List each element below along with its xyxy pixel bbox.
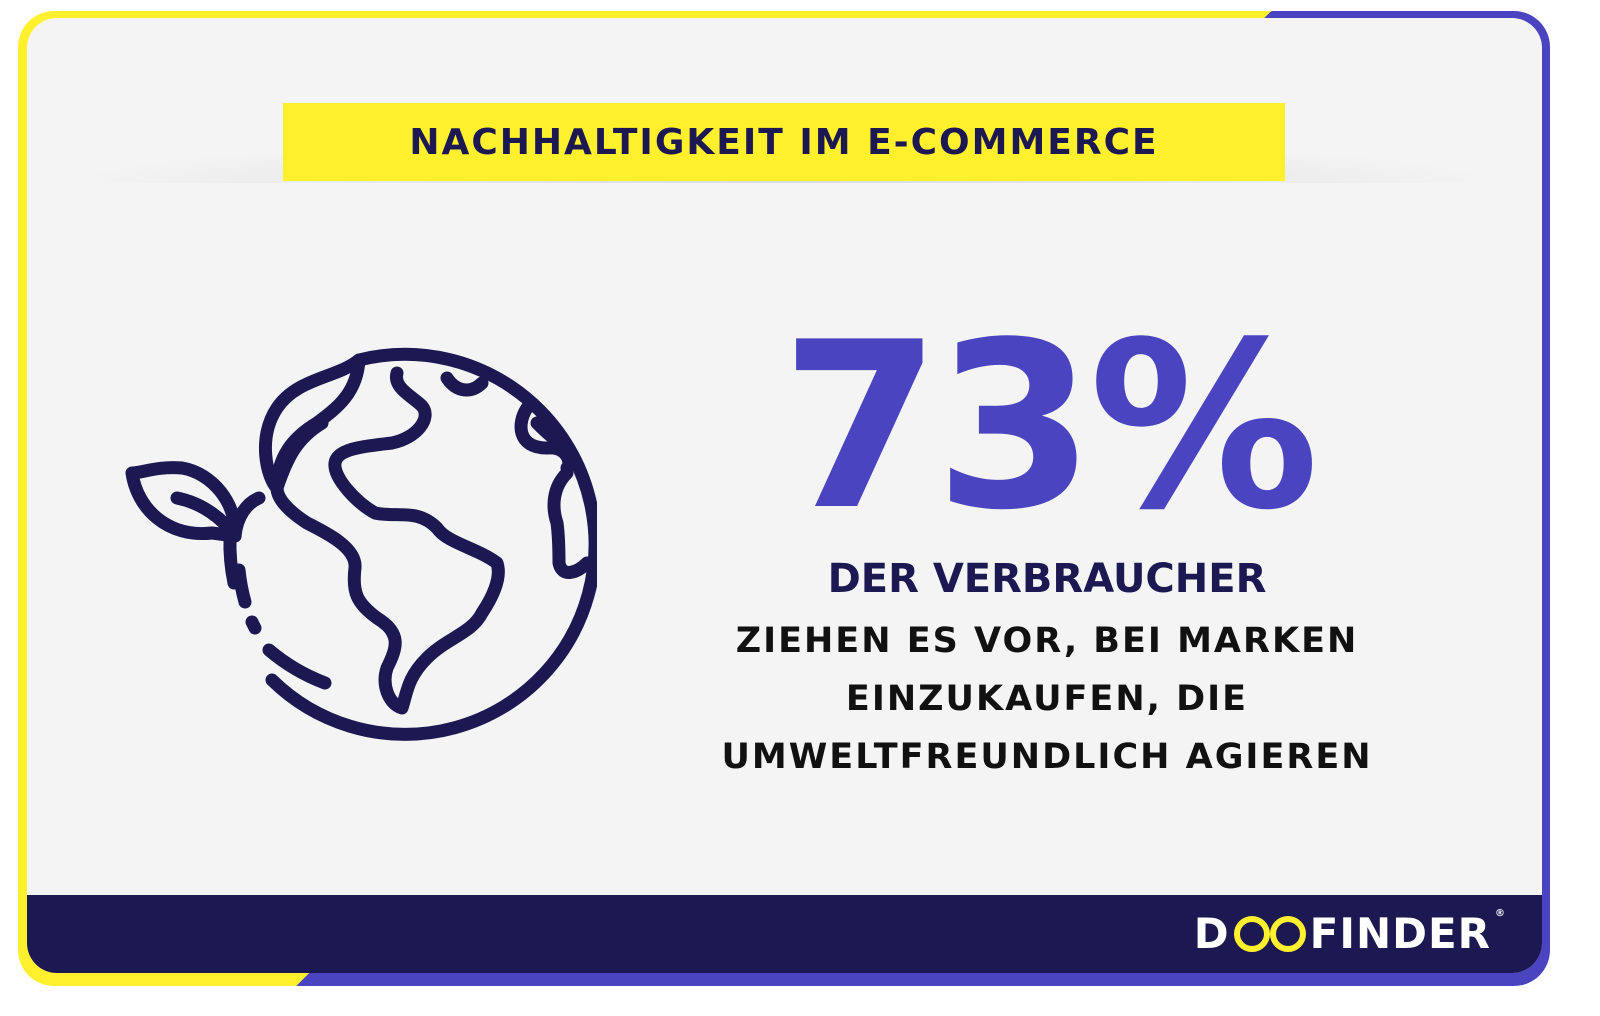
statistic-block: 73% DER VERBRAUCHER ZIEHEN ES VOR, BEI M… bbox=[667, 308, 1427, 786]
footer-bar: D FINDER ® bbox=[27, 895, 1542, 973]
stat-description-line: ZIEHEN ES VOR, BEI MARKEN bbox=[735, 621, 1359, 661]
doofinder-logo: D FINDER ® bbox=[1194, 909, 1506, 959]
stat-description: ZIEHEN ES VOR, BEI MARKEN EINZUKAUFEN, D… bbox=[667, 612, 1427, 786]
title-banner: NACHHALTIGKEIT IM E-COMMERCE bbox=[283, 103, 1285, 181]
stat-subject: DER VERBRAUCHER bbox=[827, 556, 1267, 602]
stat-description-line: UMWELTFREUNDLICH AGIEREN bbox=[721, 737, 1373, 777]
registered-mark: ® bbox=[1495, 908, 1506, 919]
stat-description-line: EINZUKAUFEN, DIE bbox=[845, 679, 1249, 719]
stat-percent: 73% bbox=[780, 294, 1320, 561]
logo-finder: FINDER bbox=[1309, 909, 1491, 958]
logo-double-o-icon bbox=[1233, 916, 1306, 952]
globe-with-sprout-icon bbox=[125, 347, 597, 741]
logo-letter-d: D bbox=[1193, 909, 1230, 958]
infographic-card: NACHHALTIGKEIT IM E-COMMERCE 73% DER VER… bbox=[27, 18, 1542, 973]
page-title: NACHHALTIGKEIT IM E-COMMERCE bbox=[409, 121, 1159, 163]
